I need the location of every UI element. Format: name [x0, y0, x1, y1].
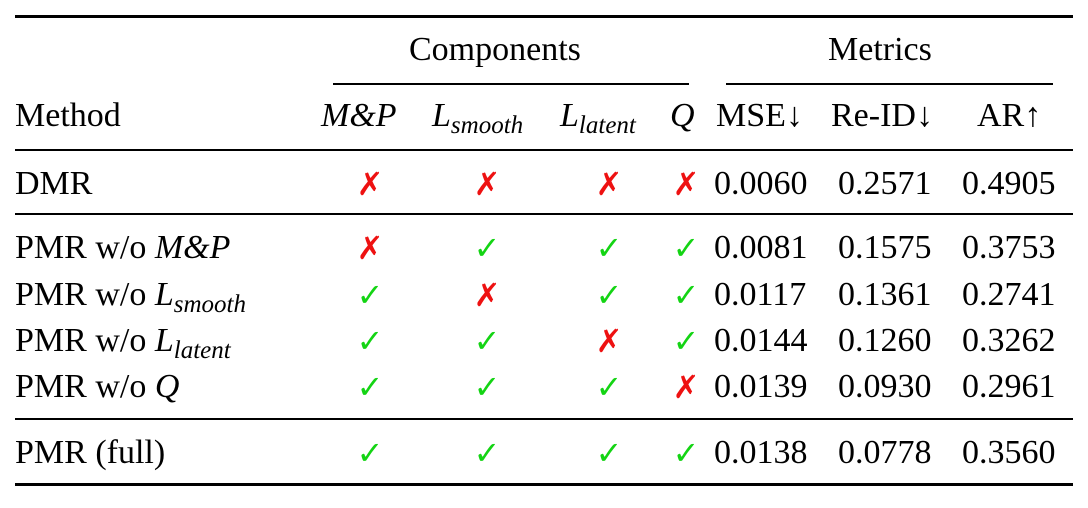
mp-check-icon: ✓: [356, 322, 384, 360]
llatent-header-sub: latent: [578, 112, 636, 139]
mse-value: 0.0060: [714, 165, 808, 202]
method-ablated-subscript: smooth: [173, 291, 246, 318]
llatent-check-icon: ✓: [595, 229, 623, 267]
method-name: PMR w/o: [15, 229, 155, 266]
reid-value: 0.1260: [838, 322, 932, 359]
metrics-group-header: Metrics: [828, 31, 932, 68]
method-column-header: Method: [15, 97, 121, 134]
mse-value: 0.0138: [714, 434, 808, 471]
lsmooth-column-header: Lsmooth: [432, 96, 523, 146]
method-name: PMR (full): [15, 434, 166, 471]
lsmooth-cross-icon: ✗: [473, 276, 501, 314]
ar-value: 0.2741: [962, 276, 1056, 313]
lsmooth-header-base: L: [432, 97, 451, 134]
reid-value: 0.0930: [838, 368, 932, 405]
method-cell: PMR (full): [15, 433, 165, 473]
method-name: DMR: [15, 165, 93, 202]
components-cmidrule: [333, 83, 689, 85]
llatent-column-header: Llatent: [560, 96, 636, 146]
reid-value: 0.1575: [838, 229, 932, 266]
top-rule: [15, 15, 1073, 18]
q-check-icon: ✓: [672, 229, 700, 267]
mp-check-icon: ✓: [356, 368, 384, 406]
mp-cross-icon: ✗: [356, 229, 384, 267]
llatent-cross-icon: ✗: [595, 165, 623, 203]
reid-value: 0.2571: [838, 165, 932, 202]
components-group-header: Components: [409, 31, 581, 68]
mse-column-header: MSE↓: [716, 97, 803, 134]
q-check-icon: ✓: [672, 276, 700, 314]
reid-column-header: Re-ID↓: [831, 97, 933, 134]
method-ablated-subscript: latent: [173, 337, 231, 364]
ar-value: 0.2961: [962, 368, 1056, 405]
lsmooth-check-icon: ✓: [473, 434, 501, 472]
mse-value: 0.0139: [714, 368, 808, 405]
llatent-check-icon: ✓: [595, 276, 623, 314]
mp-check-icon: ✓: [356, 434, 384, 472]
ar-column-header: AR↑: [977, 97, 1042, 134]
q-cross-icon: ✗: [672, 368, 700, 406]
method-name: PMR w/o: [15, 368, 155, 405]
group-rule-1: [15, 213, 1073, 215]
method-cell: DMR: [15, 164, 92, 204]
llatent-cross-icon: ✗: [595, 322, 623, 360]
lsmooth-check-icon: ✓: [473, 322, 501, 360]
mse-value: 0.0081: [714, 229, 808, 266]
method-ablated-symbol: Q: [154, 368, 180, 405]
lsmooth-check-icon: ✓: [473, 368, 501, 406]
method-name: PMR w/o: [15, 322, 155, 359]
lsmooth-header-sub: smooth: [450, 112, 524, 139]
bottom-rule: [15, 483, 1073, 486]
lsmooth-cross-icon: ✗: [473, 165, 501, 203]
method-name: PMR w/o: [15, 276, 155, 313]
header-rule: [15, 149, 1073, 151]
mp-check-icon: ✓: [356, 276, 384, 314]
q-column-header: Q: [670, 97, 695, 134]
reid-value: 0.0778: [838, 434, 932, 471]
mp-column-header: M&P: [321, 97, 397, 134]
method-ablated-symbol: L: [154, 276, 174, 313]
method-cell: PMR w/o Q: [15, 367, 179, 407]
method-ablated-symbol: M&P: [154, 229, 231, 266]
group-rule-2: [15, 418, 1073, 420]
q-check-icon: ✓: [672, 322, 700, 360]
ar-value: 0.4905: [962, 165, 1056, 202]
method-cell: PMR w/o Llatent: [15, 321, 231, 371]
mse-value: 0.0144: [714, 322, 808, 359]
llatent-check-icon: ✓: [595, 368, 623, 406]
ar-value: 0.3262: [962, 322, 1056, 359]
ar-value: 0.3753: [962, 229, 1056, 266]
lsmooth-check-icon: ✓: [473, 229, 501, 267]
llatent-check-icon: ✓: [595, 434, 623, 472]
method-ablated-symbol: L: [154, 322, 174, 359]
mse-value: 0.0117: [714, 276, 807, 313]
method-cell: PMR w/o Lsmooth: [15, 275, 246, 325]
method-cell: PMR w/o M&P: [15, 228, 230, 268]
ar-value: 0.3560: [962, 434, 1056, 471]
q-check-icon: ✓: [672, 434, 700, 472]
reid-value: 0.1361: [838, 276, 932, 313]
mp-cross-icon: ✗: [356, 165, 384, 203]
q-cross-icon: ✗: [672, 165, 700, 203]
metrics-cmidrule: [726, 83, 1053, 85]
llatent-header-base: L: [560, 97, 579, 134]
